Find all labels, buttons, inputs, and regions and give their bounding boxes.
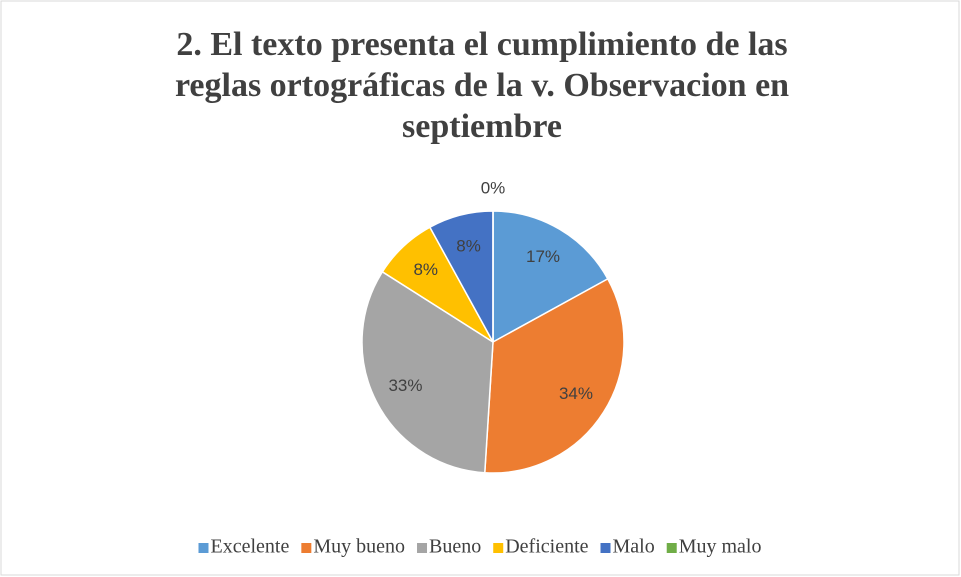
data-label: 17% <box>526 247 560 266</box>
legend-label: Bueno <box>429 536 481 558</box>
data-label: 8% <box>456 236 481 255</box>
legend-swatch <box>493 543 504 553</box>
legend-label: Muy bueno <box>313 536 405 558</box>
legend-swatch <box>417 543 428 553</box>
data-label: 33% <box>388 376 422 395</box>
pie-slice <box>492 210 609 344</box>
legend-label: Excelente <box>210 536 289 558</box>
data-label: 8% <box>413 260 438 279</box>
pie-slice <box>483 277 625 474</box>
legend-swatch <box>198 543 209 553</box>
legend-swatch <box>666 543 677 553</box>
data-label: 0% <box>481 178 506 197</box>
legend-label: Muy malo <box>679 536 762 558</box>
data-label: 34% <box>559 384 593 403</box>
legend-swatch <box>600 543 611 553</box>
legend-label: Malo <box>613 536 655 558</box>
legend-label: Deficiente <box>505 536 588 558</box>
legend-swatch <box>301 543 312 553</box>
chart-title: 2. El texto presenta el cumplimiento de … <box>176 26 787 63</box>
chart-title: septiembre <box>402 108 562 145</box>
chart-title: reglas ortográficas de la v. Observacion… <box>175 67 789 104</box>
